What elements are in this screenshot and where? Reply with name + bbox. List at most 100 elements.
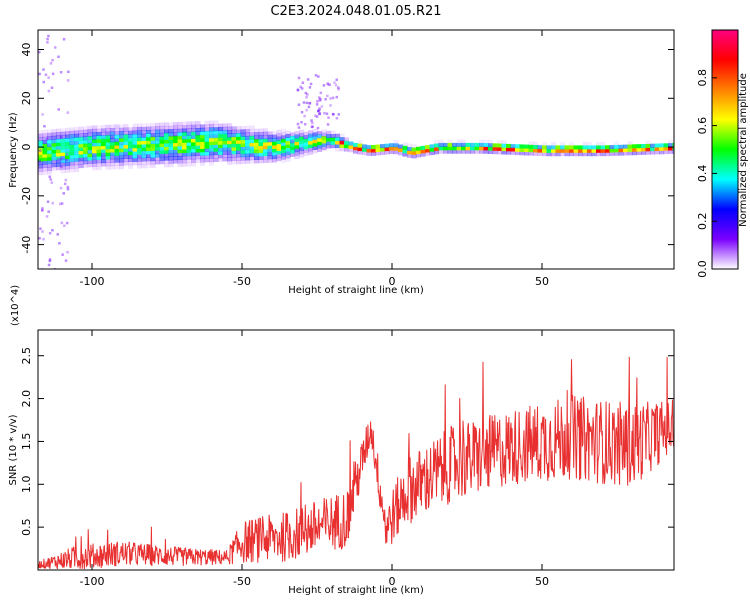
spectrogram-cell bbox=[353, 142, 359, 147]
spectrogram-cell bbox=[191, 141, 197, 146]
spectrogram-scatter-cell bbox=[306, 93, 309, 96]
spectrogram-cell bbox=[141, 157, 147, 162]
spectrogram-cell bbox=[42, 153, 48, 158]
spectrogram-cell bbox=[146, 143, 152, 148]
spectrogram-cell bbox=[38, 164, 44, 169]
spectrogram-cell bbox=[137, 147, 143, 152]
spectrogram-cell bbox=[362, 147, 368, 152]
spectrogram-cell bbox=[281, 152, 287, 157]
spectrogram-cell bbox=[222, 147, 228, 152]
spectrogram-scatter-cell bbox=[329, 104, 332, 107]
spectrogram-cell bbox=[362, 144, 368, 149]
spectrogram-scatter-cell bbox=[337, 88, 340, 91]
spectrogram-cell bbox=[195, 121, 201, 126]
spectrogram-cell bbox=[231, 140, 237, 144]
spectrogram-cell bbox=[150, 153, 156, 158]
spectrogram-cell bbox=[222, 150, 228, 155]
spectrogram-cell bbox=[303, 135, 309, 140]
spectrogram-cell bbox=[60, 165, 66, 170]
spectrogram-cell bbox=[92, 128, 98, 133]
spectrogram-cell bbox=[65, 148, 71, 153]
spectrogram-cell bbox=[204, 154, 210, 159]
spectrogram-cell bbox=[272, 158, 278, 163]
spectrogram-cell bbox=[209, 147, 215, 152]
spectrogram-cell bbox=[371, 148, 377, 153]
spectrogram-cell bbox=[321, 139, 327, 144]
spectrogram-scatter-cell bbox=[318, 109, 321, 112]
spectrogram-scatter-cell bbox=[63, 182, 67, 186]
spectrogram-cell bbox=[321, 146, 327, 151]
spectrogram-cell bbox=[60, 141, 66, 146]
spectrogram-scatter-cell bbox=[65, 153, 69, 156]
spectrogram-cell bbox=[344, 137, 350, 142]
spectrogram-cell bbox=[276, 133, 282, 138]
spectrogram-cell bbox=[501, 143, 507, 148]
spectrogram-scatter-cell bbox=[299, 85, 302, 89]
spectrogram-cell bbox=[191, 138, 197, 143]
spectrogram-cell bbox=[191, 135, 197, 139]
spectrogram-cell bbox=[249, 146, 255, 150]
spectrogram-cell bbox=[168, 135, 174, 140]
spectrogram-cell bbox=[627, 151, 633, 156]
colorbar: 0.0 0.2 0.4 0.6 0.8 Normalized spectral ampl… bbox=[696, 29, 749, 278]
spectrogram-cell bbox=[65, 144, 71, 149]
spectrogram-cell bbox=[177, 121, 183, 126]
spectrogram-cell bbox=[209, 120, 215, 125]
spectrogram-cell bbox=[348, 144, 354, 149]
snr-y-ticks: 0.5 1.0 1.5 2.0 2.5 bbox=[20, 347, 674, 536]
spectrogram-cell bbox=[258, 145, 264, 150]
spectrogram-cell bbox=[191, 121, 197, 126]
spectrogram-cell bbox=[249, 132, 255, 137]
spectrogram-cell bbox=[204, 124, 210, 129]
spectrogram-cell bbox=[222, 137, 228, 141]
spectrogram-cell bbox=[600, 152, 606, 157]
spectrogram-cell bbox=[555, 145, 561, 150]
spectrogram-scatter-cell bbox=[327, 116, 330, 119]
spectrogram-cell bbox=[128, 141, 134, 145]
spectrogram-cell bbox=[42, 157, 48, 162]
spectrogram-cell bbox=[87, 132, 93, 137]
spectrogram-cell bbox=[47, 149, 53, 154]
spectrogram-cell bbox=[582, 148, 588, 153]
spectrogram-cell bbox=[114, 134, 120, 139]
spectrogram-cell bbox=[213, 137, 219, 142]
spectrogram-cell bbox=[177, 162, 183, 167]
spectrogram-cell bbox=[191, 162, 197, 167]
spectrogram-scatter-cell bbox=[331, 96, 335, 100]
spectrogram-cell bbox=[38, 161, 44, 165]
spectrogram-cell bbox=[141, 137, 147, 141]
spectrogram-cell bbox=[42, 140, 48, 145]
spectrogram-cell bbox=[317, 134, 323, 139]
spectrogram-cell bbox=[222, 154, 228, 159]
spectrogram-cell bbox=[533, 151, 539, 156]
spectrogram-cell bbox=[195, 155, 201, 160]
colorbar-tick-label: 0.2 bbox=[696, 212, 709, 230]
spectrogram-cell bbox=[398, 151, 404, 156]
spectrogram-scatter-cell bbox=[51, 59, 54, 62]
spectrogram-cell bbox=[155, 129, 161, 134]
spectrogram-cell bbox=[564, 145, 570, 150]
spectrogram-scatter-cell bbox=[333, 81, 336, 84]
spectrogram-cell bbox=[668, 146, 674, 151]
spectrogram-cell bbox=[38, 167, 44, 172]
spectrogram-cell bbox=[209, 141, 215, 146]
spectrogram-cell bbox=[141, 154, 147, 159]
spectrogram-cell bbox=[227, 136, 233, 141]
spectrogram-cell bbox=[222, 130, 228, 135]
spectrogram-scatter-cell bbox=[306, 78, 310, 81]
spectrogram-cell bbox=[312, 146, 318, 150]
spectrogram-cell bbox=[582, 145, 588, 150]
spectrogram-cell bbox=[213, 140, 219, 145]
spectrogram-cell bbox=[645, 147, 651, 152]
spectrogram-scatter-cell bbox=[301, 81, 305, 84]
spectrogram-scatter-cell bbox=[42, 80, 45, 84]
spectrogram-cell bbox=[227, 130, 233, 134]
spectrogram-cell bbox=[497, 143, 503, 148]
spectrogram-cell bbox=[218, 130, 224, 135]
spectrogram-cell bbox=[236, 139, 242, 144]
spectrogram-cell bbox=[123, 134, 129, 139]
spectrogram-cell bbox=[182, 121, 188, 126]
spectrogram-cell bbox=[200, 158, 206, 163]
spectrogram-cell bbox=[236, 156, 242, 161]
